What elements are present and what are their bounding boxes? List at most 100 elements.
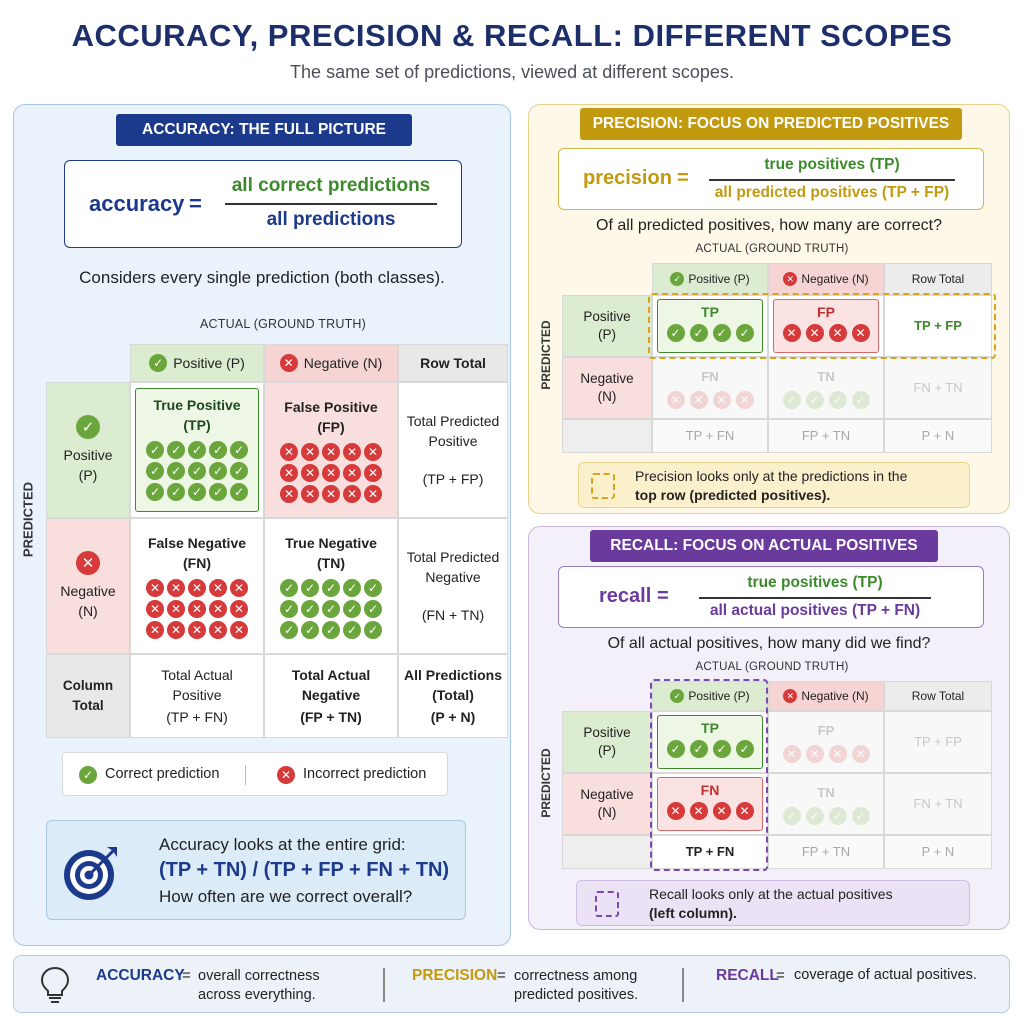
recall-col-positive-label: Positive (P) [688, 689, 750, 703]
check-icon: ✓ [364, 621, 382, 639]
precision-col-positive: ✓ Positive (P) [652, 263, 768, 295]
check-icon: ✓ [301, 621, 319, 639]
accuracy-tn-dots: ✓ ✓ ✓ ✓ ✓ ✓ ✓ ✓ ✓ ✓ ✓ ✓ ✓ ✓ ✓ [275, 579, 387, 639]
summary-bar: ACCURACY = overall correctness across ev… [13, 955, 1010, 1013]
check-icon: ✓ [188, 441, 206, 459]
cross-icon: ✕ [666, 802, 685, 820]
precision-predicted-label: PREDICTED [539, 320, 553, 390]
accuracy-col-positive: ✓ Positive (P) [130, 344, 264, 382]
accuracy-col-negative: ✕ Negative (N) [264, 344, 398, 382]
cross-icon: ✕ [364, 464, 382, 482]
precision-col-positive-label: Positive (P) [688, 272, 750, 286]
precision-tp-dots: ✓ ✓ ✓ ✓ [666, 324, 754, 342]
dashed-box-icon [591, 473, 615, 499]
summary-precision-desc-line1: correctness among [514, 968, 638, 984]
cross-icon: ✕ [280, 443, 298, 461]
precision-fn-label: FN [701, 369, 719, 384]
accuracy-note-line3: How often are we correct overall? [159, 887, 413, 906]
precision-formula-eq: = [677, 167, 689, 189]
recall-fn-label: FN [700, 782, 720, 798]
cross-icon: ✕ [712, 802, 731, 820]
check-icon: ✓ [782, 807, 801, 825]
accuracy-row-positive: ✓ Positive (P) [46, 382, 130, 518]
page-subtitle: The same set of predictions, viewed at d… [290, 62, 734, 82]
accuracy-total-act-neg-line2: Negative [301, 687, 361, 703]
recall-row-negative-label: Negative [580, 787, 634, 802]
cross-icon: ✕ [188, 621, 206, 639]
cross-icon: ✕ [322, 443, 340, 461]
check-icon: ✓ [805, 807, 824, 825]
precision-formula-lhs: precision [583, 167, 672, 189]
accuracy-col-negative-label: Negative (N) [303, 355, 383, 371]
check-icon: ✓ [851, 807, 870, 825]
check-icon: ✓ [343, 579, 361, 597]
summary-accuracy-term: ACCURACY [96, 967, 185, 984]
check-icon: ✓ [322, 600, 340, 618]
recall-header: RECALL: FOCUS ON ACTUAL POSITIVES [590, 530, 938, 562]
check-icon: ✓ [76, 415, 100, 439]
accuracy-total-pred-pos-formula: (TP + FP) [422, 471, 484, 487]
cross-icon: ✕ [828, 324, 847, 342]
check-icon: ✓ [188, 483, 206, 501]
recall-col-negative-label: Negative (N) [801, 689, 869, 703]
recall-fn-box: FN ✕ ✕ ✕ ✕ [657, 777, 763, 831]
accuracy-caption: Considers every single prediction (both … [79, 268, 445, 287]
accuracy-total-pred-neg: Total Predicted Negative (FN + TN) [398, 518, 508, 654]
recall-fp-label: FP [817, 723, 835, 738]
summary-recall-eq: = [776, 967, 785, 984]
cross-icon: ✕ [146, 600, 164, 618]
check-icon: ✓ [209, 441, 227, 459]
accuracy-row-positive-abbr: (P) [78, 467, 98, 483]
check-icon: ✓ [666, 324, 685, 342]
check-icon: ✓ [149, 354, 168, 372]
check-icon: ✓ [805, 391, 824, 409]
accuracy-cell-fp: False Positive (FP) ✕ ✕ ✕ ✕ ✕ ✕ ✕ ✕ ✕ ✕ ✕ ✕ ✕ ✕ ✕ [264, 382, 398, 518]
cross-icon: ✕ [322, 464, 340, 482]
recall-note: Recall looks only at the actual positive… [576, 880, 970, 926]
accuracy-total-act-neg-line1: Total Actual [291, 667, 371, 683]
accuracy-total-pred-pos-line2: Positive [428, 433, 478, 449]
check-icon: ✓ [322, 579, 340, 597]
check-icon: ✓ [670, 689, 685, 703]
accuracy-formula-box: accuracy = all correct predictions all p… [64, 160, 462, 248]
recall-row-total [562, 835, 652, 869]
check-icon: ✓ [735, 324, 754, 342]
precision-note-line2: top row (predicted positives). [635, 487, 831, 503]
accuracy-fn-abbr: (FN) [183, 555, 211, 571]
check-icon: ✓ [735, 740, 754, 758]
check-icon: ✓ [343, 600, 361, 618]
cross-icon: ✕ [851, 324, 870, 342]
precision-col-negative-label: Negative (N) [801, 272, 869, 286]
cross-icon: ✕ [364, 485, 382, 503]
precision-fp-tn: FP + TN [768, 419, 884, 453]
accuracy-fraction-bar [225, 203, 437, 205]
recall-fp-tn: FP + TN [768, 835, 884, 869]
check-icon: ✓ [301, 600, 319, 618]
accuracy-predicted-label: PREDICTED [20, 481, 36, 558]
check-icon: ✓ [782, 391, 801, 409]
check-icon: ✓ [230, 483, 248, 501]
summary-precision-eq: = [497, 967, 506, 984]
recall-formula-box: recall = true positives (TP) all actual … [558, 566, 984, 628]
precision-tp-fn: TP + FN [652, 419, 768, 453]
accuracy-row-positive-label: Positive [63, 447, 113, 463]
recall-tp-dots: ✓ ✓ ✓ ✓ [666, 740, 754, 758]
accuracy-tn-label: True Negative [285, 535, 377, 551]
cross-icon: ✕ [146, 621, 164, 639]
recall-cell-fn: FN ✕ ✕ ✕ ✕ [652, 773, 768, 835]
cross-icon: ✕ [782, 745, 801, 763]
precision-tp-fp: TP + FP [884, 295, 992, 357]
recall-cell-tn: TN ✓ ✓ ✓ ✓ [768, 773, 884, 835]
recall-tp-box: TP ✓ ✓ ✓ ✓ [657, 715, 763, 769]
check-icon: ✓ [146, 441, 164, 459]
check-icon: ✓ [322, 621, 340, 639]
recall-tn-label: TN [817, 785, 835, 800]
cross-icon: ✕ [782, 324, 801, 342]
accuracy-tp-dots: ✓ ✓ ✓ ✓ ✓ ✓ ✓ ✓ ✓ ✓ ✓ ✓ ✓ ✓ ✓ [141, 441, 253, 501]
accuracy-total-pred-neg-line2: Negative [425, 569, 481, 585]
accuracy-total-pred-pos-line1: Total Predicted [406, 413, 500, 429]
cross-icon: ✕ [689, 802, 708, 820]
check-icon: ✓ [301, 579, 319, 597]
summary-divider [682, 968, 684, 1002]
cross-icon: ✕ [146, 579, 164, 597]
